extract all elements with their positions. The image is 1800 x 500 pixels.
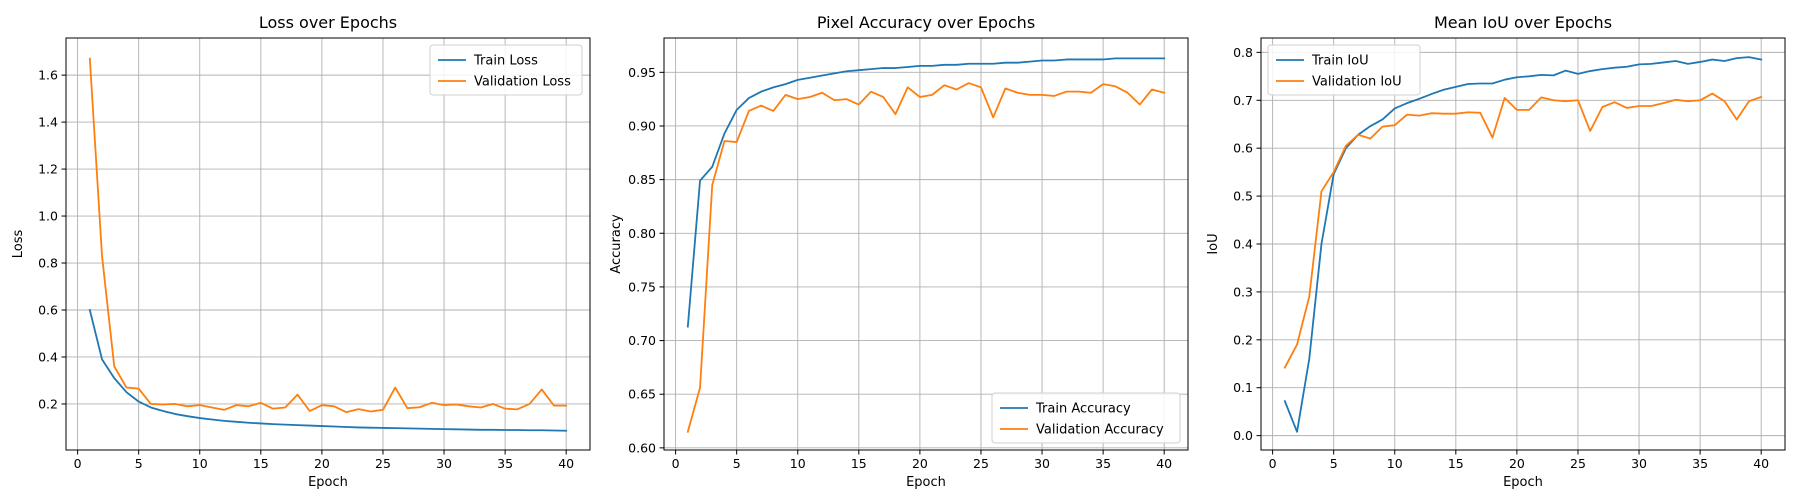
- legend: Train Loss Validation Loss: [429, 44, 583, 96]
- y-tick-label: 0.75: [628, 279, 656, 294]
- y-tick-label: 0.8: [1233, 45, 1253, 60]
- y-tick-label: 0.80: [628, 226, 656, 241]
- y-axis-label: IoU: [1206, 233, 1221, 254]
- x-tick-label: 5: [135, 456, 143, 471]
- y-tick-label: 0.4: [1233, 237, 1253, 252]
- y-tick-label: 1.0: [38, 209, 58, 224]
- x-tick-label: 25: [973, 456, 989, 471]
- y-tick-label: 0.0: [1233, 428, 1253, 443]
- legend: Train IoU Validation IoU: [1267, 44, 1421, 96]
- x-tick-label: 10: [790, 456, 806, 471]
- y-tick-label: 1.6: [38, 68, 58, 83]
- y-tick-label: 0.5: [1233, 189, 1253, 204]
- x-tick-label: 40: [1753, 456, 1769, 471]
- legend-box: [429, 44, 583, 96]
- y-tick-label: 0.3: [1233, 284, 1253, 299]
- x-tick-label: 35: [1095, 456, 1111, 471]
- y-tick-label: 0.7: [1233, 93, 1253, 108]
- y-axis-label: Loss: [11, 230, 26, 259]
- x-axis-label: Epoch: [906, 475, 946, 490]
- x-tick-label: 15: [1448, 456, 1464, 471]
- y-tick-label: 0.2: [1233, 332, 1253, 347]
- x-tick-label: 0: [672, 456, 680, 471]
- series-line-train-loss: [88, 308, 568, 432]
- legend: Train Accuracy Validation Accuracy: [991, 392, 1181, 444]
- legend-label: Train Loss: [473, 54, 538, 69]
- x-tick-label: 40: [1156, 456, 1172, 471]
- y-tick-label: 0.90: [628, 118, 656, 133]
- x-tick-label: 25: [1570, 456, 1586, 471]
- legend-label: Train IoU: [1311, 54, 1369, 69]
- x-tick-label: 0: [1269, 456, 1277, 471]
- series-line-train-accuracy: [686, 57, 1166, 328]
- x-tick-label: 20: [1509, 456, 1525, 471]
- x-tick-label: 15: [851, 456, 867, 471]
- y-tick-label: 0.2: [38, 396, 58, 411]
- chart-panel-2: 0 5 10 15 20 25 30 35 40 0.60 0.65 0.70 0.75 0.80 0.85…: [609, 13, 1189, 490]
- y-tick-label: 0.1: [1233, 380, 1253, 395]
- x-tick-label: 0: [74, 456, 82, 471]
- series-line-validation-loss: [88, 57, 568, 414]
- axes-frame: [65, 37, 591, 451]
- series-line-validation-iou: [1283, 92, 1763, 369]
- legend-label: Validation Accuracy: [1036, 423, 1164, 438]
- x-axis-label: Epoch: [308, 475, 348, 490]
- y-tick-label: 1.4: [38, 115, 58, 130]
- y-tick-label: 0.6: [38, 303, 58, 318]
- y-tick-label: 0.6: [1233, 141, 1253, 156]
- x-tick-label: 10: [192, 456, 208, 471]
- x-tick-label: 30: [436, 456, 452, 471]
- y-tick-label: 0.85: [628, 172, 656, 187]
- legend-label: Validation Loss: [474, 75, 571, 90]
- axes-frame: [663, 37, 1189, 451]
- chart-panel-3: 0 5 10 15 20 25 30 35 40 0.0 0.1 0.2 0.3 0.4 0.5 0.6 0.7…: [1206, 13, 1786, 490]
- chart-title: Loss over Epochs: [259, 13, 397, 32]
- x-tick-label: 30: [1034, 456, 1050, 471]
- x-tick-label: 15: [253, 456, 269, 471]
- x-tick-label: 30: [1631, 456, 1647, 471]
- chart-panel-1: 0 5 10 15 20 25 30 35 40 0.2 0.4 0.6 0.8 1.0 1.2 1.4 1.6…: [11, 13, 591, 490]
- y-tick-label: 0.4: [38, 349, 58, 364]
- y-tick-label: 0.70: [628, 333, 656, 348]
- legend-box: [991, 392, 1181, 444]
- x-tick-label: 10: [1387, 456, 1403, 471]
- legend-label: Train Accuracy: [1035, 402, 1131, 417]
- x-tick-label: 5: [733, 456, 741, 471]
- y-tick-label: 0.65: [628, 387, 656, 402]
- x-tick-label: 35: [497, 456, 513, 471]
- x-tick-label: 25: [375, 456, 391, 471]
- legend-box: [1267, 44, 1421, 96]
- series-line-train-iou: [1283, 56, 1763, 433]
- legend-label: Validation IoU: [1312, 75, 1402, 90]
- y-tick-label: 0.60: [628, 440, 656, 455]
- chart-title: Mean IoU over Epochs: [1434, 13, 1612, 32]
- y-axis-label: Accuracy: [609, 214, 624, 274]
- y-tick-label: 0.8: [38, 256, 58, 271]
- x-tick-label: 35: [1692, 456, 1708, 471]
- x-tick-label: 20: [912, 456, 928, 471]
- x-axis-label: Epoch: [1503, 475, 1543, 490]
- y-tick-label: 1.2: [38, 162, 58, 177]
- y-tick-label: 0.95: [628, 65, 656, 80]
- x-tick-label: 5: [1330, 456, 1338, 471]
- x-tick-label: 20: [314, 456, 330, 471]
- series-line-validation-accuracy: [686, 82, 1166, 433]
- x-tick-label: 40: [558, 456, 574, 471]
- chart-title: Pixel Accuracy over Epochs: [817, 13, 1035, 32]
